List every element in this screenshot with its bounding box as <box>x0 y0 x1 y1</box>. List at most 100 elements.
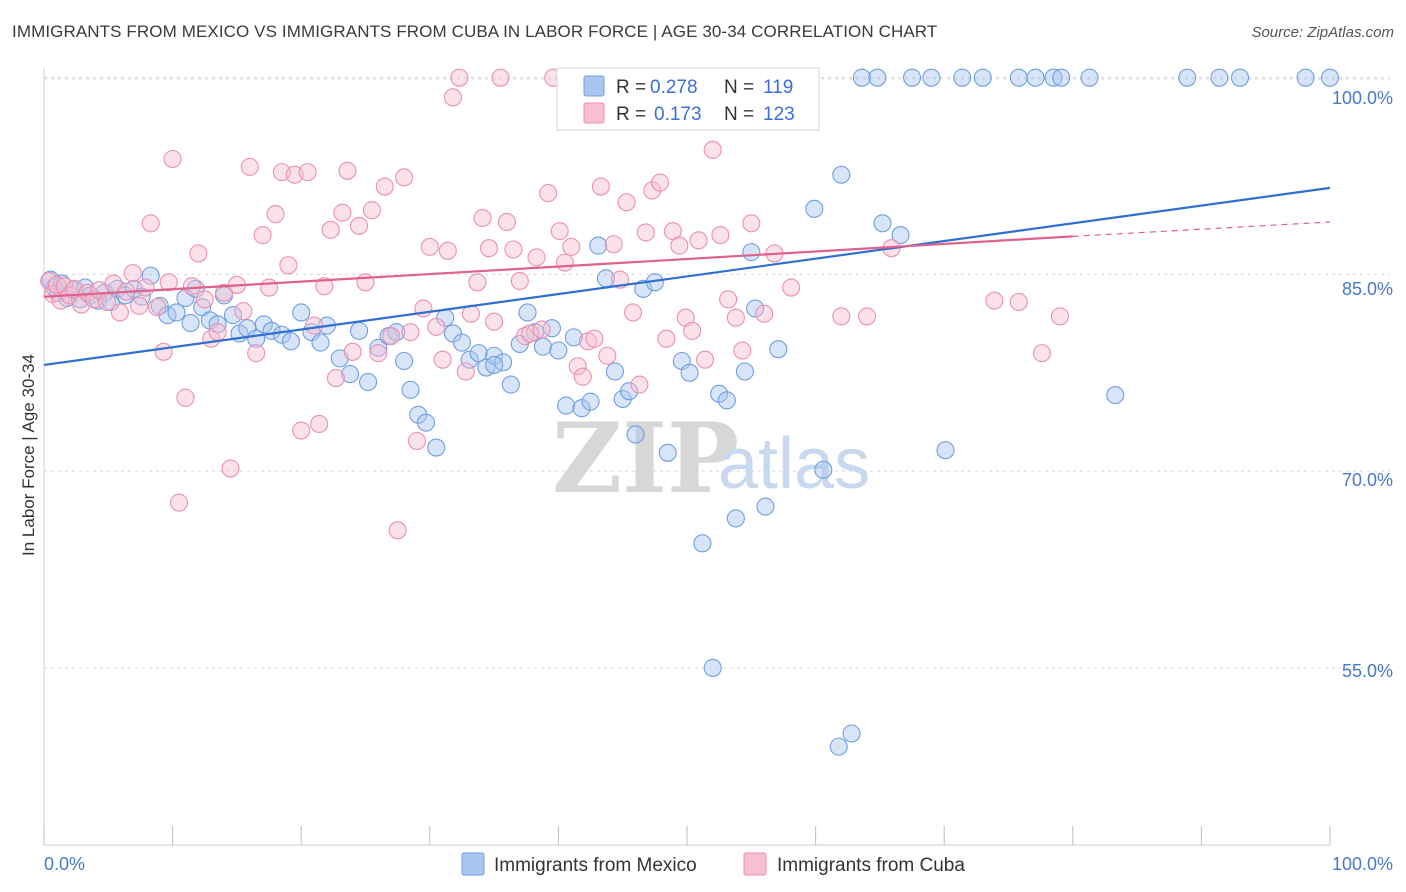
bottom-legend-swatch-mexico <box>461 852 485 876</box>
data-point-cuba <box>176 388 195 407</box>
data-point-cuba <box>443 88 462 107</box>
data-point-mexico <box>581 392 600 411</box>
data-point-mexico <box>1210 68 1229 87</box>
data-point-cuba <box>420 237 439 256</box>
data-point-mexico <box>141 266 160 285</box>
data-point-cuba <box>591 177 610 196</box>
bottom-legend-swatch-cuba <box>743 852 767 876</box>
data-point-mexico <box>658 443 677 462</box>
data-point-mexico <box>369 338 388 357</box>
data-point-cuba <box>497 212 517 232</box>
data-point-mexico <box>1044 68 1063 87</box>
data-point-mexico <box>1178 68 1197 87</box>
data-point-cuba <box>438 241 457 260</box>
data-point-cuba <box>504 240 523 259</box>
bottom-legend: Immigrants from Mexico Immigrants from C… <box>461 852 965 876</box>
data-point-cuba <box>343 342 362 361</box>
bottom-legend-label-mexico: Immigrants from Mexico <box>494 855 697 876</box>
data-point-cuba <box>338 161 357 180</box>
data-point-cuba <box>321 220 340 239</box>
trend-line-cuba <box>43 235 1073 298</box>
data-point-cuba <box>333 203 352 222</box>
y-tick-label: 100.0% <box>1332 88 1393 108</box>
data-point-cuba <box>532 320 551 339</box>
data-point-cuba <box>298 163 317 182</box>
data-point-cuba <box>521 324 540 343</box>
data-point-mexico <box>469 344 488 363</box>
trend-line-cuba-projection <box>1072 221 1331 237</box>
data-point-cuba <box>510 271 529 291</box>
data-point-mexico <box>572 399 591 418</box>
data-point-cuba <box>726 308 745 327</box>
data-point-cuba <box>247 344 266 363</box>
data-point-mexico <box>416 413 435 432</box>
data-point-cuba <box>450 68 469 87</box>
y-axis-label: In Labor Force | Age 30-34 <box>19 354 38 556</box>
data-point-cuba <box>407 431 426 451</box>
data-point-mexico <box>1320 68 1340 87</box>
data-point-mexico <box>1052 68 1071 87</box>
data-point-mexico <box>922 68 941 87</box>
data-point-cuba <box>643 181 662 200</box>
data-point-mexico <box>953 68 972 87</box>
data-point-cuba <box>617 193 636 212</box>
data-point-cuba <box>305 316 324 335</box>
data-point-mexico <box>680 363 699 382</box>
data-point-cuba <box>136 278 155 297</box>
data-point-cuba <box>130 296 149 315</box>
series-mexico-points <box>41 68 1340 756</box>
data-point-mexico <box>1230 68 1250 87</box>
trend-line-mexico <box>43 186 1331 367</box>
data-point-mexico <box>359 372 378 392</box>
data-point-cuba <box>550 222 569 241</box>
data-point-cuba <box>857 307 877 326</box>
legend-r-label: R = <box>616 104 646 125</box>
legend: R = 0.278 N = 119 R = 0.173 N = 123 <box>556 67 820 131</box>
data-point-mexico <box>341 365 360 384</box>
data-point-mexico <box>769 340 788 359</box>
data-point-cuba <box>189 244 208 263</box>
data-point-mexico <box>401 380 420 399</box>
data-point-mexico <box>485 355 504 374</box>
data-point-mexico <box>350 321 369 340</box>
data-point-cuba <box>141 214 160 233</box>
data-point-mexico <box>1080 68 1099 87</box>
data-point-mexico <box>223 306 243 325</box>
data-point-mexico <box>742 243 761 262</box>
data-point-mexico <box>873 214 892 233</box>
data-point-cuba <box>195 290 214 309</box>
data-point-cuba <box>1050 307 1069 326</box>
data-point-cuba <box>362 201 381 220</box>
data-point-cuba <box>985 291 1004 310</box>
data-point-mexico <box>710 384 729 403</box>
data-point-cuba <box>598 346 617 365</box>
data-point-mexico <box>501 375 520 394</box>
data-point-cuba <box>832 307 851 326</box>
data-point-mexico <box>176 288 195 308</box>
legend-swatch-cuba <box>583 102 605 124</box>
legend-n-value-mexico: 119 <box>763 77 793 98</box>
data-point-cuba <box>479 239 499 258</box>
data-point-mexico <box>626 425 645 444</box>
data-point-cuba <box>555 253 574 272</box>
data-point-cuba <box>473 208 492 228</box>
data-point-mexico <box>868 68 887 87</box>
data-point-mexico <box>634 279 653 298</box>
data-point-mexico <box>842 724 861 743</box>
data-point-cuba <box>148 298 167 317</box>
legend-n-value-cuba: 123 <box>763 104 795 125</box>
data-point-cuba <box>253 226 272 245</box>
legend-n-label: N = <box>724 77 754 98</box>
data-point-mexico <box>589 236 608 255</box>
data-point-mexico <box>557 396 576 415</box>
data-point-cuba <box>369 344 388 363</box>
data-point-mexico <box>452 333 472 352</box>
data-point-mexico <box>814 460 833 479</box>
data-point-cuba <box>240 157 259 176</box>
legend-r-value-cuba: 0.173 <box>654 104 702 125</box>
data-point-cuba <box>123 264 142 283</box>
data-point-mexico <box>1009 68 1028 87</box>
data-point-cuba <box>719 290 738 309</box>
data-point-mexico <box>703 658 722 677</box>
data-point-mexico <box>167 303 186 322</box>
